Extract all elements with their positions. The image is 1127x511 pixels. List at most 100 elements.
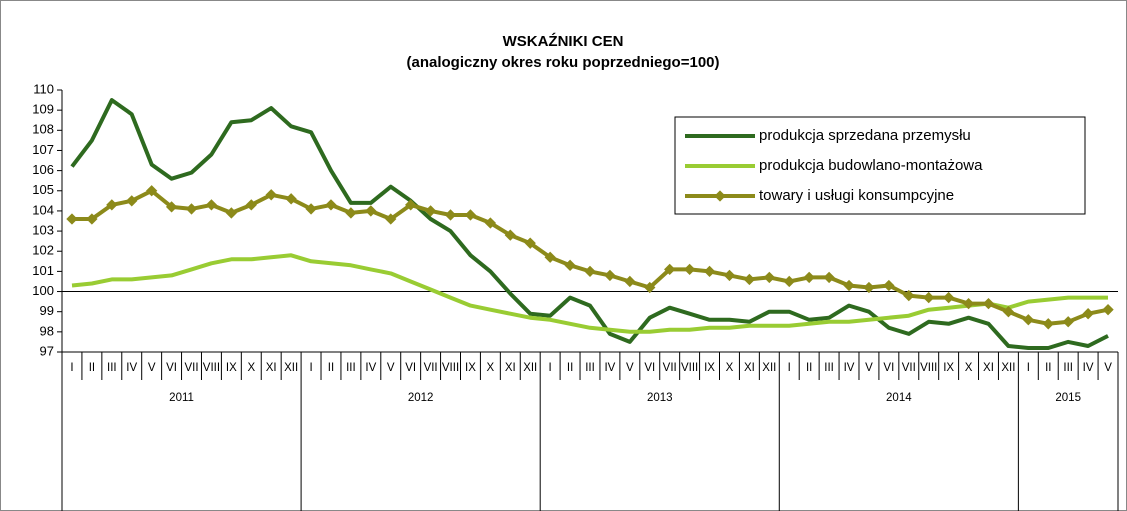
marker <box>982 297 995 310</box>
marker <box>225 207 238 219</box>
marker <box>365 205 377 217</box>
marker <box>942 291 955 304</box>
y-tick-label: 101 <box>32 263 54 278</box>
x-tick-label: IV <box>1083 362 1094 374</box>
marker <box>126 195 138 207</box>
y-tick-label: 97 <box>40 343 54 358</box>
x-tick-label: VII <box>424 362 438 374</box>
x-tick-label: I <box>309 362 312 374</box>
marker <box>1022 314 1034 326</box>
marker <box>345 207 357 219</box>
y-tick-label: 99 <box>40 303 54 318</box>
x-tick-label: XI <box>266 362 277 374</box>
marker <box>683 263 696 276</box>
series-line <box>70 98 1109 350</box>
x-tick-label: XII <box>284 362 298 374</box>
marker <box>644 281 656 294</box>
marker <box>524 237 536 249</box>
marker <box>723 269 736 282</box>
chart-subtitle: (analogiczny okres roku poprzedniego=100… <box>407 54 720 71</box>
marker <box>703 265 716 278</box>
legend-label: produkcja sprzedana przemysłu <box>759 127 971 144</box>
marker <box>843 279 855 292</box>
legend-marker <box>714 190 726 202</box>
marker <box>1082 308 1094 320</box>
marker <box>664 263 676 276</box>
x-tick-label: III <box>107 362 117 374</box>
marker <box>863 281 875 294</box>
marker <box>245 199 257 211</box>
series-line <box>71 253 1108 334</box>
marker <box>444 209 457 221</box>
x-tick-label: IX <box>943 362 954 374</box>
x-tick-label: XII <box>1001 362 1015 374</box>
legend-label: produkcja budowlano-montażowa <box>759 157 983 174</box>
year-label: 2011 <box>169 392 194 404</box>
marker <box>405 199 417 211</box>
x-tick-label: V <box>626 362 634 374</box>
x-tick-label: VI <box>405 362 416 374</box>
marker <box>903 289 915 302</box>
y-tick-label: 105 <box>32 182 54 197</box>
x-tick-label: II <box>328 362 334 374</box>
x-tick-label: X <box>247 362 255 374</box>
x-tick-label: III <box>585 362 595 374</box>
x-tick-label: I <box>1027 362 1030 374</box>
marker <box>604 269 616 282</box>
x-tick-label: IV <box>365 362 376 374</box>
y-tick-label: 103 <box>32 223 54 238</box>
x-tick-label: IX <box>226 362 237 374</box>
marker <box>803 271 815 284</box>
marker <box>325 199 337 211</box>
y-tick-label: 108 <box>32 122 54 137</box>
x-tick-label: IV <box>126 362 137 374</box>
marker <box>464 209 477 221</box>
marker <box>484 217 497 229</box>
x-tick-label: VII <box>184 362 198 374</box>
y-tick-label: 102 <box>32 243 54 258</box>
marker <box>1062 316 1074 328</box>
y-tick-label: 100 <box>32 283 54 298</box>
marker <box>504 229 516 241</box>
x-tick-label: XII <box>762 362 776 374</box>
year-label: 2015 <box>1055 392 1081 404</box>
y-tick-label: 106 <box>32 162 54 177</box>
marker <box>146 185 158 197</box>
x-tick-label: VI <box>883 362 894 374</box>
x-tick-label: VIII <box>203 362 220 374</box>
x-tick-label: VIII <box>442 362 459 374</box>
x-tick-label: IX <box>704 362 715 374</box>
x-tick-label: V <box>1104 362 1112 374</box>
marker <box>305 203 317 215</box>
x-tick-label: V <box>148 362 156 374</box>
x-tick-label: X <box>965 362 973 374</box>
x-tick-label: III <box>346 362 356 374</box>
x-tick-label: IV <box>604 362 615 374</box>
x-tick-label: IX <box>465 362 476 374</box>
x-tick-label: II <box>89 362 95 374</box>
y-tick-label: 107 <box>32 142 54 157</box>
x-tick-label: III <box>1063 362 1073 374</box>
marker <box>265 189 277 201</box>
x-tick-label: V <box>865 362 873 374</box>
legend-label: towary i usługi konsumpcyjne <box>759 187 954 204</box>
x-tick-label: VIII <box>681 362 698 374</box>
x-tick-label: V <box>387 362 395 374</box>
x-tick-label: II <box>806 362 812 374</box>
x-tick-label: VIII <box>920 362 937 374</box>
marker <box>743 273 756 286</box>
marker <box>1102 304 1114 316</box>
x-tick-label: III <box>824 362 834 374</box>
x-tick-label: XI <box>505 362 516 374</box>
marker <box>544 251 556 263</box>
x-tick-label: I <box>549 362 552 374</box>
marker <box>564 259 576 271</box>
marker <box>584 265 596 278</box>
x-tick-label: II <box>1045 362 1051 374</box>
x-tick-label: XII <box>523 362 537 374</box>
marker <box>205 199 218 211</box>
x-tick-label: VII <box>902 362 916 374</box>
x-tick-label: XI <box>744 362 755 374</box>
